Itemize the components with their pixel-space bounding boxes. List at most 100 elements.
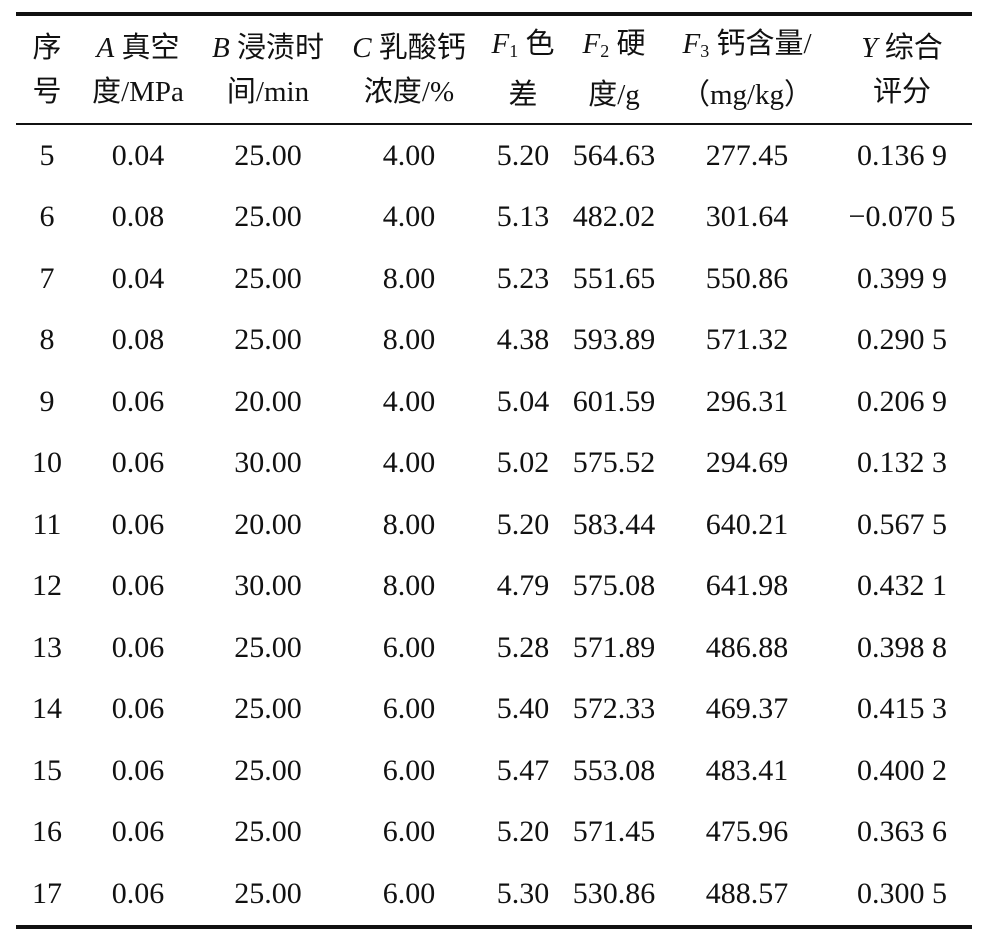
table-cell: 5.20 <box>496 815 550 849</box>
table-cell: 20.00 <box>234 507 302 541</box>
column-header-line2: 评分 <box>872 75 931 108</box>
table-row: 8 0.08 25.00 8.00 4.38 593.89 571.32 0.290 5 <box>16 310 972 372</box>
table-cell: 593.89 <box>572 323 656 357</box>
table-row: 13 0.06 25.00 6.00 5.28 571.89 486.88 0.398 8 <box>16 617 972 679</box>
table-cell: 575.08 <box>572 569 656 603</box>
column-header-variable: C <box>352 31 372 64</box>
table-cell: 20.00 <box>234 384 302 418</box>
table-cell: 25.00 <box>234 138 302 172</box>
table-cell: 6.00 <box>382 692 436 726</box>
table-cell: 14 <box>32 692 62 726</box>
table-row: 14 0.06 25.00 6.00 5.40 572.33 469.37 0.415 3 <box>16 679 972 741</box>
column-header: B 浸渍时 间/min <box>198 14 338 124</box>
table-cell: 5.47 <box>496 753 550 787</box>
table-cell: 8.00 <box>382 569 436 603</box>
table-cell: 294.69 <box>705 446 789 480</box>
table-cell: 9 <box>39 384 55 418</box>
table-cell: 583.44 <box>572 507 656 541</box>
table-cell: 5.20 <box>496 138 550 172</box>
table-cell: 0.400 2 <box>857 753 947 787</box>
table-cell: 5.04 <box>496 384 550 418</box>
table-cell: 296.31 <box>705 384 789 418</box>
table-cell: 469.37 <box>705 692 789 726</box>
table-cell: 4.00 <box>382 138 436 172</box>
table-cell: 25.00 <box>234 815 302 849</box>
column-header: F1 色差 <box>480 14 566 124</box>
table-cell: 0.04 <box>111 261 165 295</box>
table-cell: 0.363 6 <box>857 815 947 849</box>
table-cell: 15 <box>32 753 62 787</box>
table-cell: 6.00 <box>382 876 436 910</box>
table-cell: 486.88 <box>705 630 789 664</box>
table-cell: 30.00 <box>234 569 302 603</box>
table-cell: 6 <box>39 200 55 234</box>
table-cell: 564.63 <box>572 138 656 172</box>
table-cell: 530.86 <box>572 876 656 910</box>
column-header-line1: 序 <box>16 26 78 70</box>
table-body: 5 0.04 25.00 4.00 5.20 564.63 277.45 0.136 9 6 0.… <box>16 124 972 927</box>
column-header-variable: F <box>682 28 701 60</box>
table-cell: 5 <box>39 138 55 172</box>
table-cell: 575.52 <box>572 446 656 480</box>
table-cell: 4.00 <box>382 200 436 234</box>
table-cell: 25.00 <box>234 753 302 787</box>
column-header-text: 综合 <box>877 31 943 64</box>
table-cell: 0.06 <box>111 692 165 726</box>
column-header-text: 真空 <box>114 31 180 64</box>
column-header-text: 乳酸钙 <box>371 31 466 64</box>
column-header: F2 硬度/g <box>566 14 662 124</box>
table-cell: 601.59 <box>572 384 656 418</box>
column-header-line1: Y 综合 <box>832 26 972 70</box>
table-cell: 482.02 <box>572 200 656 234</box>
table-cell: 483.41 <box>705 753 789 787</box>
table-cell: 0.06 <box>111 446 165 480</box>
column-header-line2: （mg/kg） <box>680 79 814 111</box>
column-header-line2: 差 <box>508 79 538 111</box>
table-cell: 5.13 <box>496 200 550 234</box>
column-header-text: 序 <box>32 31 62 64</box>
column-header-variable: F <box>491 28 510 60</box>
table-cell: 10 <box>32 446 62 480</box>
column-header-line1: F1 色 <box>480 22 566 73</box>
table-row: 10 0.06 30.00 4.00 5.02 575.52 294.69 0.132 3 <box>16 433 972 495</box>
table-cell: 0.06 <box>111 384 165 418</box>
table-cell: 0.415 3 <box>857 692 947 726</box>
table-cell: 475.96 <box>705 815 789 849</box>
column-header-line1: F2 硬 <box>566 22 662 73</box>
table-cell: 16 <box>32 815 62 849</box>
table-cell: 277.45 <box>705 138 789 172</box>
column-header-line1: A 真空 <box>78 26 198 70</box>
table-cell: 0.08 <box>111 323 165 357</box>
table-cell: 4.00 <box>382 384 436 418</box>
column-header-variable: F <box>582 28 601 60</box>
table-cell: 11 <box>32 507 62 541</box>
column-header-subscript: 1 <box>509 41 519 61</box>
column-header: Y 综合评分 <box>832 14 972 124</box>
table-cell: 0.290 5 <box>857 323 947 357</box>
table-cell: 4.38 <box>496 323 550 357</box>
table-cell: 5.02 <box>496 446 550 480</box>
table-cell: 0.432 1 <box>857 569 947 603</box>
column-header-subscript: 3 <box>700 41 710 61</box>
table-cell: 6.00 <box>382 815 436 849</box>
table-row: 15 0.06 25.00 6.00 5.47 553.08 483.41 0.400 2 <box>16 740 972 802</box>
table-cell: 0.567 5 <box>857 507 947 541</box>
column-header-variable: A <box>96 31 115 64</box>
table-cell: 4.79 <box>496 569 550 603</box>
table-row: 11 0.06 20.00 8.00 5.20 583.44 640.21 0.567 5 <box>16 494 972 556</box>
table-cell: 571.89 <box>572 630 656 664</box>
column-header: A 真空 度/MPa <box>78 14 198 124</box>
column-header: C 乳酸钙 浓度/% <box>338 14 480 124</box>
table-cell: 641.98 <box>705 569 789 603</box>
table-cell: 301.64 <box>705 200 789 234</box>
table-cell: 0.06 <box>111 753 165 787</box>
table-cell: 0.136 9 <box>857 138 947 172</box>
column-header-text: 硬 <box>609 28 646 60</box>
column-header: 序号 <box>16 14 78 124</box>
table-cell: 30.00 <box>234 446 302 480</box>
table-cell: 25.00 <box>234 692 302 726</box>
table-row: 6 0.08 25.00 4.00 5.13 482.02 301.64 −0.070 5 <box>16 187 972 249</box>
